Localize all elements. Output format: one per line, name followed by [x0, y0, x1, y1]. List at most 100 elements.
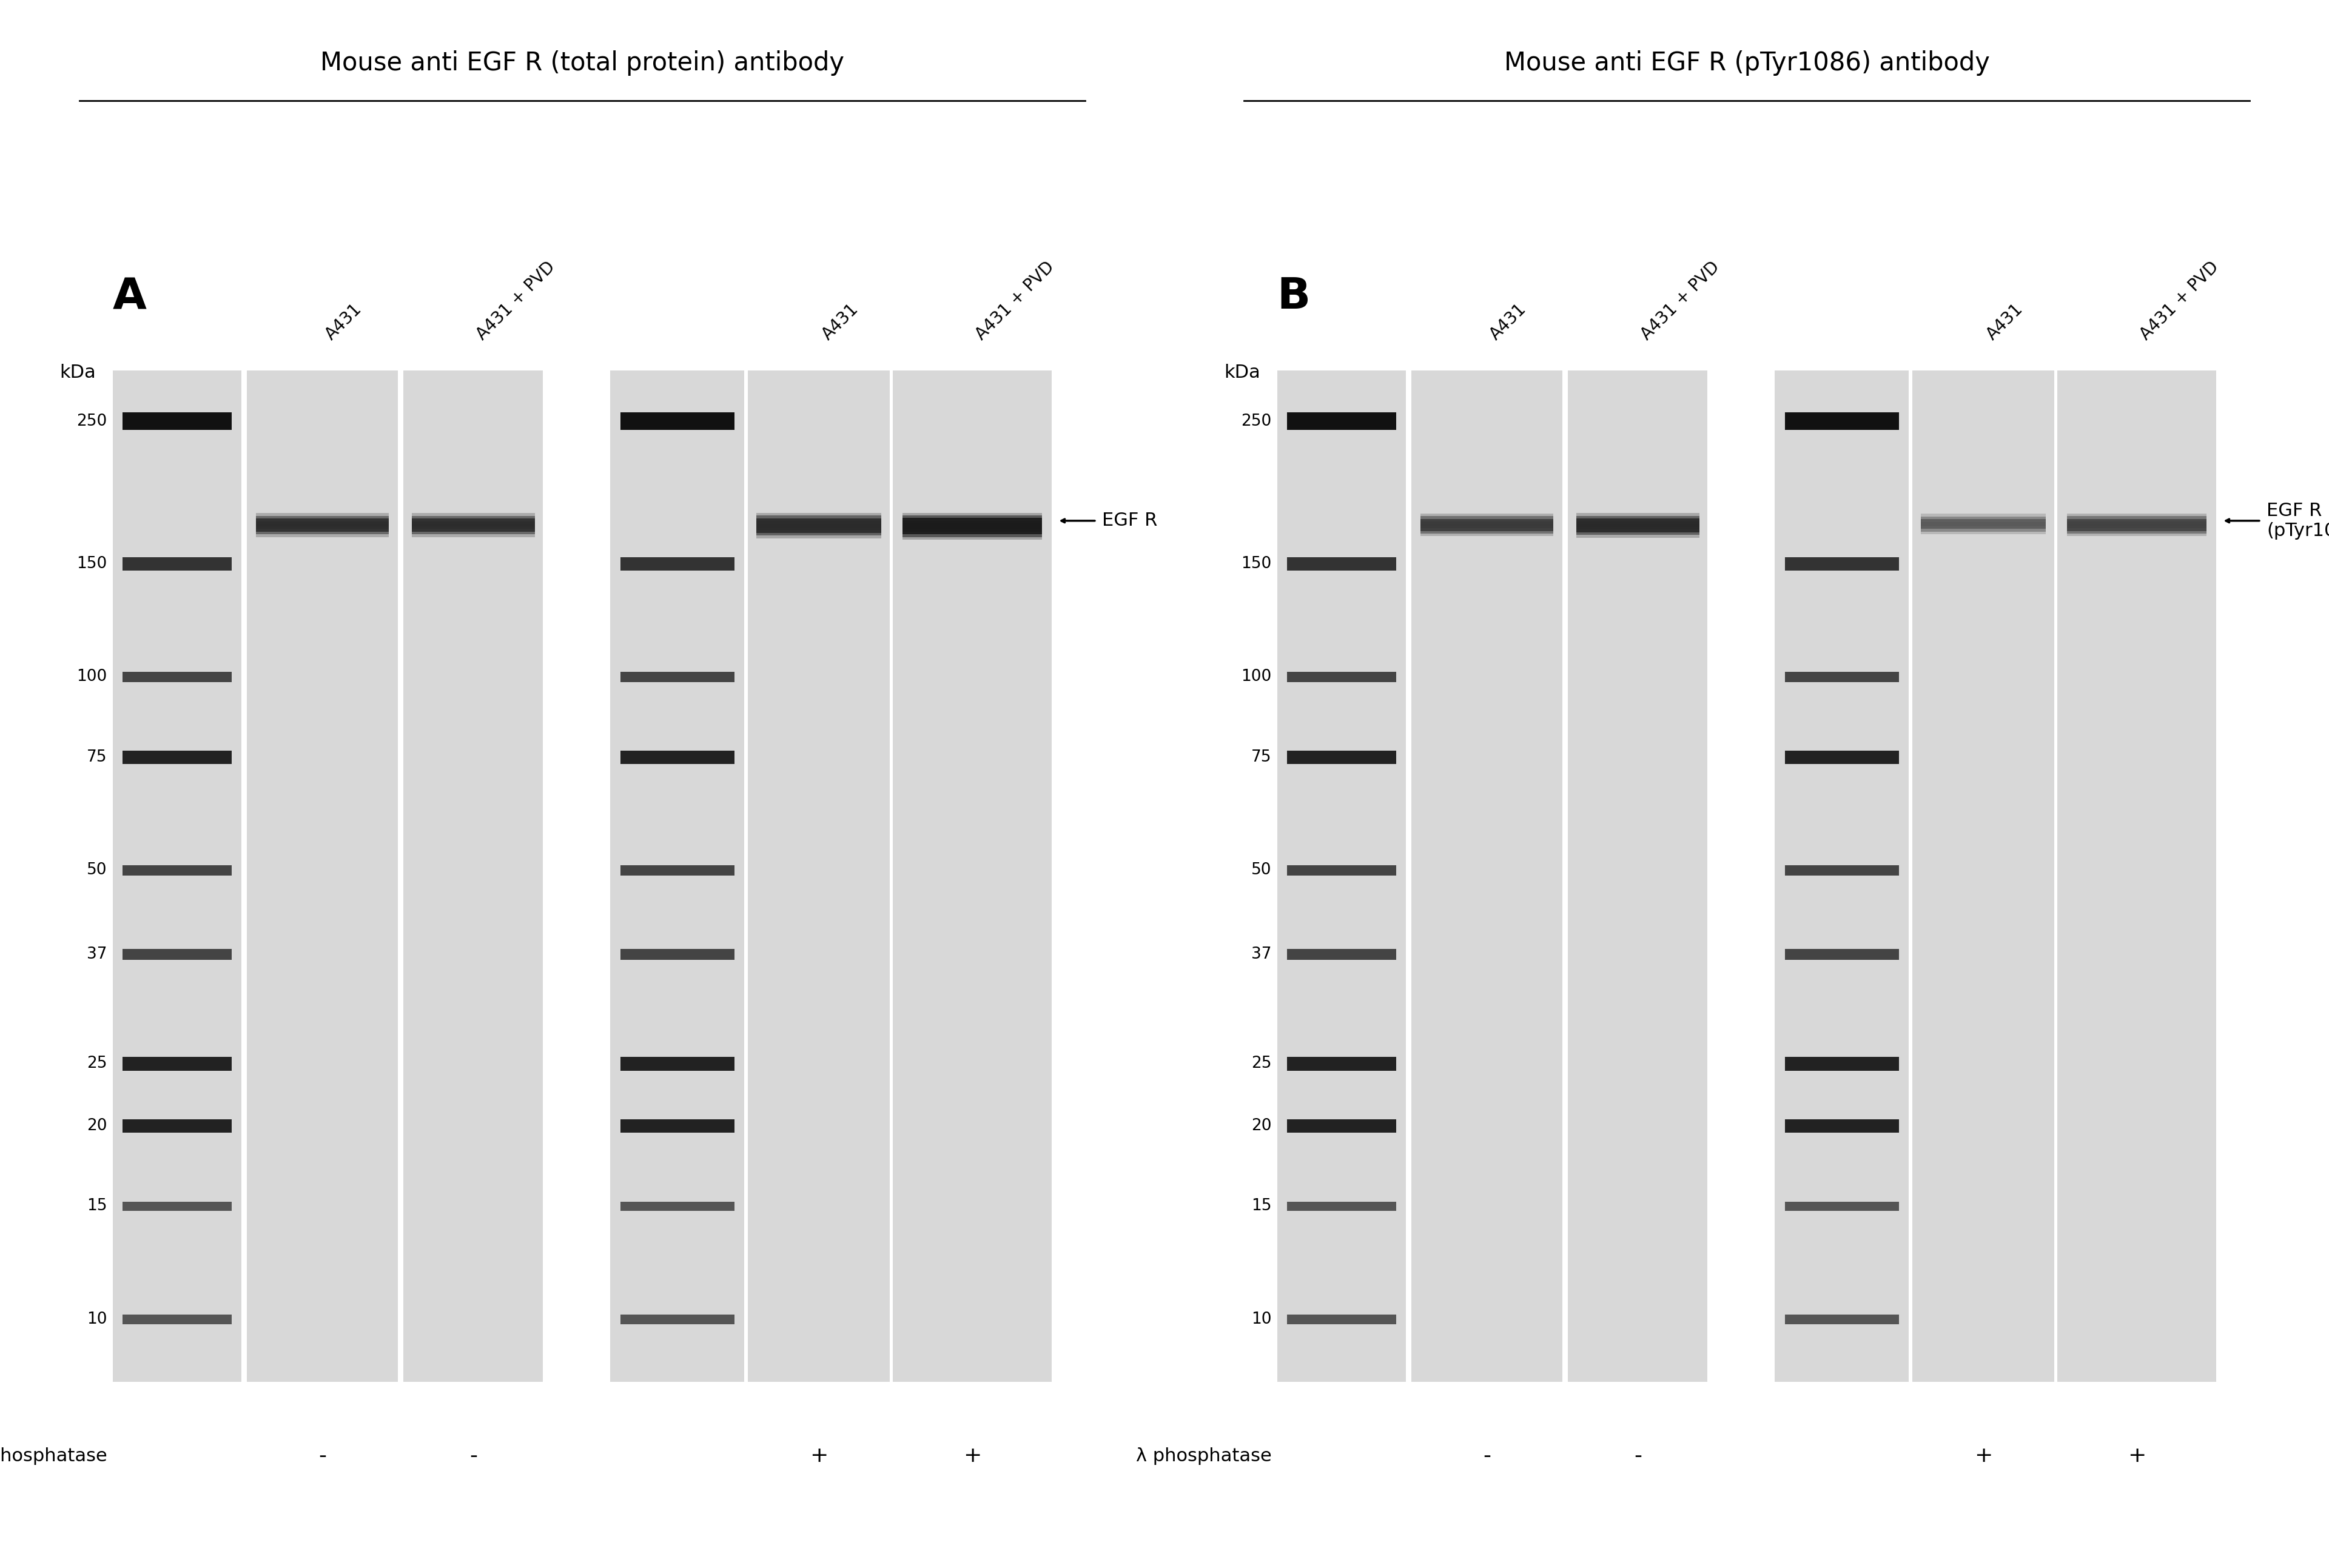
Bar [123, 557, 231, 571]
Text: A431: A431 [820, 301, 862, 343]
Bar [620, 1314, 734, 1323]
Bar [620, 1057, 734, 1071]
Bar [1421, 516, 1553, 528]
Bar [2068, 513, 2208, 525]
Bar [1921, 519, 2045, 528]
Text: A: A [112, 276, 147, 318]
Bar [412, 513, 536, 527]
Bar [904, 517, 1043, 535]
Bar [1288, 557, 1395, 571]
Bar [1784, 866, 1898, 877]
Text: 37: 37 [86, 947, 107, 963]
Text: -: - [319, 1446, 326, 1466]
Text: B: B [1276, 276, 1311, 318]
Bar [620, 1201, 734, 1210]
Bar [1784, 557, 1898, 571]
Bar [904, 521, 1043, 536]
Bar [610, 370, 745, 1381]
Bar [1567, 370, 1707, 1381]
Bar [1288, 949, 1395, 960]
Text: 15: 15 [86, 1198, 107, 1214]
Text: A431 + PVD: A431 + PVD [473, 259, 559, 343]
Bar [1577, 513, 1700, 527]
Text: A431: A431 [1984, 301, 2026, 343]
Bar [1775, 370, 1910, 1381]
Bar [1411, 370, 1563, 1381]
Text: λ phosphatase: λ phosphatase [0, 1447, 107, 1465]
Text: -: - [1484, 1446, 1491, 1466]
Text: 100: 100 [77, 670, 107, 685]
Bar [256, 516, 389, 528]
Bar [412, 524, 536, 536]
Bar [1784, 1120, 1898, 1132]
Text: A431: A431 [321, 301, 366, 343]
Bar [123, 1201, 231, 1210]
Bar [123, 949, 231, 960]
Bar [247, 370, 398, 1381]
Bar [1784, 412, 1898, 430]
Text: kDa: kDa [61, 364, 95, 381]
Text: +: + [810, 1446, 827, 1466]
Text: kDa: kDa [1225, 364, 1260, 381]
Bar [1784, 1314, 1898, 1323]
Bar [2057, 370, 2217, 1381]
Bar [412, 521, 536, 535]
Bar [112, 370, 242, 1381]
Bar [757, 521, 880, 536]
Text: 150: 150 [1241, 557, 1272, 572]
Bar [1288, 1314, 1395, 1323]
Bar [1577, 521, 1700, 535]
Bar [256, 521, 389, 535]
Bar [1421, 524, 1553, 536]
Bar [1288, 412, 1395, 430]
Bar [1784, 751, 1898, 764]
Text: -: - [470, 1446, 477, 1466]
Bar [748, 370, 890, 1381]
Bar [1421, 513, 1553, 525]
Text: A431 + PVD: A431 + PVD [974, 259, 1057, 343]
Bar [256, 524, 389, 536]
Text: 75: 75 [86, 750, 107, 765]
Bar [403, 370, 543, 1381]
Text: 10: 10 [86, 1311, 107, 1328]
Text: EGF R: EGF R [1102, 513, 1158, 530]
Bar [620, 671, 734, 682]
Bar [904, 516, 1043, 532]
Bar [256, 513, 389, 527]
Text: 150: 150 [77, 557, 107, 572]
Text: A431: A431 [1486, 301, 1530, 343]
Text: 75: 75 [1251, 750, 1272, 765]
Bar [123, 1314, 231, 1323]
Text: 20: 20 [1251, 1118, 1272, 1134]
Text: +: + [2129, 1446, 2145, 1466]
Bar [757, 519, 880, 533]
Text: 50: 50 [1251, 862, 1272, 878]
Bar [1288, 866, 1395, 877]
Bar [892, 370, 1053, 1381]
Bar [1288, 671, 1395, 682]
Bar [757, 513, 880, 527]
Bar [620, 1120, 734, 1132]
Text: +: + [1975, 1446, 1991, 1466]
Bar [620, 949, 734, 960]
Bar [1784, 1201, 1898, 1210]
Text: 25: 25 [1251, 1055, 1272, 1071]
Bar [123, 412, 231, 430]
Bar [904, 513, 1043, 528]
Bar [1577, 519, 1700, 532]
Bar [2068, 524, 2208, 536]
Bar [123, 866, 231, 877]
Bar [620, 412, 734, 430]
Bar [1421, 519, 1553, 532]
Text: 20: 20 [86, 1118, 107, 1134]
Bar [1577, 524, 1700, 538]
Text: 15: 15 [1251, 1198, 1272, 1214]
Bar [1421, 522, 1553, 533]
Bar [1921, 514, 2045, 524]
Bar [757, 516, 880, 530]
Text: 100: 100 [1241, 670, 1272, 685]
Bar [1288, 1057, 1395, 1071]
Bar [1784, 949, 1898, 960]
Bar [1921, 522, 2045, 532]
Text: A431 + PVD: A431 + PVD [2138, 259, 2222, 343]
